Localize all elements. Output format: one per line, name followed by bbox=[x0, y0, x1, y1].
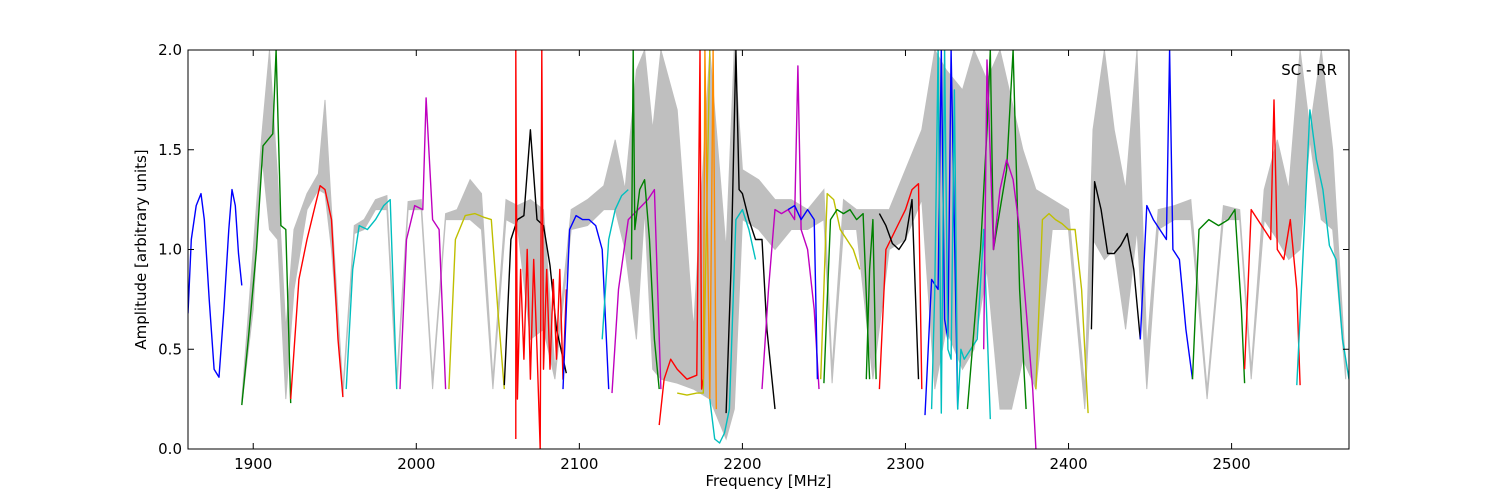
series-line-20 bbox=[820, 192, 861, 380]
series-line-10 bbox=[601, 189, 629, 340]
y-axis-label: Amplitude [arbitrary units] bbox=[132, 149, 150, 349]
series-line-11 bbox=[611, 188, 662, 394]
series-line-17 bbox=[725, 50, 776, 414]
series-line-32 bbox=[1191, 208, 1246, 384]
series-line-12 bbox=[630, 50, 660, 390]
y-tick-label: 2.0 bbox=[158, 41, 182, 59]
envelope-area bbox=[241, 50, 1347, 441]
series-line-34 bbox=[1296, 109, 1349, 386]
series-line-13 bbox=[658, 50, 704, 426]
series-line-6 bbox=[448, 212, 505, 390]
series-line-18 bbox=[761, 65, 820, 390]
x-tick-label: 2100 bbox=[560, 455, 598, 473]
x-axis-label: Frequency [MHz] bbox=[705, 472, 831, 490]
x-tick-label: 2400 bbox=[1049, 455, 1087, 473]
series-line-31 bbox=[1139, 50, 1194, 380]
y-tick-label: 0.5 bbox=[158, 340, 182, 358]
series-line-33 bbox=[1243, 99, 1301, 386]
series-line-16 bbox=[709, 208, 757, 444]
series-line-30 bbox=[1090, 180, 1141, 340]
series-line-26 bbox=[930, 50, 991, 420]
series-line-2 bbox=[241, 50, 292, 406]
series-line-22 bbox=[865, 218, 877, 380]
series-line-9 bbox=[562, 214, 610, 390]
x-tick-label: 2200 bbox=[723, 455, 761, 473]
y-tick-label: 1.5 bbox=[158, 141, 182, 159]
series-line-8 bbox=[515, 50, 567, 449]
series-line-29 bbox=[1035, 212, 1089, 414]
background-envelope bbox=[241, 50, 1347, 441]
series-line-4 bbox=[345, 198, 398, 390]
x-axis-ticks: 1900 2000 2100 2200 2300 2400 2500 bbox=[234, 50, 1251, 473]
series-line-24 bbox=[878, 198, 920, 380]
x-tick-label: 1900 bbox=[234, 455, 272, 473]
series-line-5 bbox=[399, 97, 447, 390]
series-line-3 bbox=[290, 184, 344, 400]
chart-annotation: SC - RR bbox=[1281, 61, 1337, 79]
series-line-28 bbox=[983, 59, 1037, 449]
series-line-14 bbox=[677, 50, 711, 396]
series-line-23 bbox=[878, 182, 923, 390]
series-group bbox=[188, 50, 1349, 449]
y-tick-label: 0.0 bbox=[158, 440, 182, 458]
plot-frame bbox=[187, 49, 1350, 450]
series-line-21 bbox=[823, 208, 871, 384]
x-tick-label: 2500 bbox=[1213, 455, 1251, 473]
series-line-1 bbox=[188, 188, 243, 378]
y-axis-ticks: 0.0 0.5 1.0 1.5 2.0 bbox=[158, 41, 1349, 458]
x-tick-label: 2000 bbox=[397, 455, 435, 473]
x-tick-label: 2300 bbox=[886, 455, 924, 473]
y-tick-label: 1.0 bbox=[158, 241, 182, 259]
series-line-19 bbox=[787, 204, 819, 380]
